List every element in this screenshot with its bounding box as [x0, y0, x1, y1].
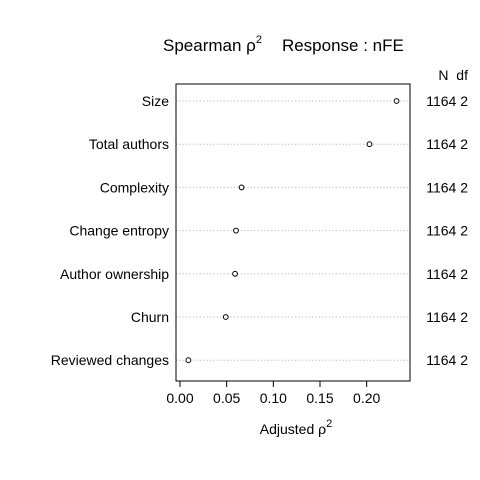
n-df-label: 1164 2: [426, 136, 468, 152]
chart-title-superscript: 2: [256, 34, 262, 46]
data-point: [222, 314, 229, 320]
data-point: [238, 184, 245, 191]
right-header: N df: [438, 67, 468, 83]
data-point: [366, 141, 373, 148]
category-label: Size: [142, 93, 169, 109]
category-label: Total authors: [89, 136, 169, 152]
data-point: [233, 227, 239, 234]
category-label: Author ownership: [60, 266, 169, 282]
category-label: Complexity: [100, 179, 169, 195]
x-axis-title-superscript: 2: [326, 418, 332, 430]
x-axis-title-text: Adjusted ρ: [260, 421, 326, 437]
n-df-label: 1164 2: [426, 93, 468, 109]
data-point: [232, 270, 238, 277]
plot-area: Size 1164 2 Total authors 1164 2 Complexity 1…: [51, 93, 469, 406]
chart-title-main: Spearman ρ: [163, 36, 256, 55]
n-df-label: 1164 2: [426, 352, 468, 368]
category-label: Reviewed changes: [51, 352, 169, 368]
n-df-label: 1164 2: [426, 266, 468, 282]
x-tick-label: 0.15: [306, 390, 333, 406]
data-point: [393, 98, 400, 104]
x-tick-label: 0.20: [353, 390, 380, 406]
plot-frame: [175, 83, 411, 382]
x-axis-title: Adjusted ρ2: [260, 418, 332, 437]
data-point: [185, 357, 192, 364]
n-df-label: 1164 2: [426, 309, 468, 325]
x-tick-label: 0.00: [166, 390, 193, 406]
chart-title-response: Response : nFE: [282, 36, 404, 55]
n-df-label: 1164 2: [426, 179, 468, 195]
n-df-label: 1164 2: [426, 223, 468, 239]
chart-title: Spearman ρ2 Response : nFE: [163, 34, 404, 55]
x-tick-label: 0.05: [213, 390, 240, 406]
category-label: Change entropy: [69, 223, 169, 239]
x-tick-label: 0.10: [260, 390, 287, 406]
category-label: Churn: [131, 309, 169, 325]
